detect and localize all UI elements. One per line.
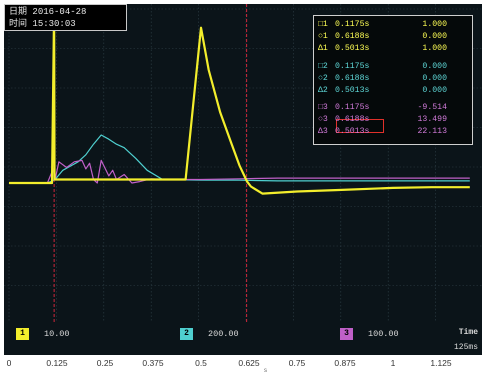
time-row: 时间 15:30:03 bbox=[9, 18, 122, 30]
cursor-symbol: ○2 bbox=[318, 74, 328, 83]
channel-2-scale: 200.00 bbox=[208, 329, 239, 339]
cursor-value: -9.514 bbox=[417, 103, 447, 112]
cursor-row: Δ2 0.5013s 0.000 bbox=[318, 86, 447, 96]
cursor-time: 0.1175s bbox=[335, 20, 370, 29]
waveform-series-3 bbox=[9, 159, 470, 184]
axis-tick-label: 0.25 bbox=[96, 358, 114, 368]
cursor-value: 0.000 bbox=[422, 74, 447, 83]
axis-tick-label: 0.875 bbox=[334, 358, 356, 368]
time-label: 时间 bbox=[9, 19, 28, 29]
cursor-value: 0.000 bbox=[422, 62, 447, 71]
cursor-time: 0.1175s bbox=[335, 103, 370, 112]
cursor-time: 0.1175s bbox=[335, 62, 370, 71]
channel-1-badge: 1 bbox=[16, 328, 29, 340]
axis-tick-label: 0.125 bbox=[46, 358, 68, 368]
cursor-row: Δ1 0.5013s 1.000 bbox=[318, 44, 447, 54]
waveform-plot bbox=[4, 4, 482, 322]
date-label: 日期 bbox=[9, 7, 28, 17]
channel-3-badge: 3 bbox=[340, 328, 353, 340]
cursor-symbol: ○1 bbox=[318, 32, 328, 41]
channel-1-scale: 10.00 bbox=[44, 329, 70, 339]
channel-3-scale: 100.00 bbox=[368, 329, 399, 339]
cursor-value: 13.499 bbox=[417, 115, 447, 124]
cursor-symbol: Δ2 bbox=[318, 86, 328, 95]
cursor-row: ○3 0.6188s 13.499 bbox=[318, 115, 447, 125]
axis-tick-label: 0.75 bbox=[288, 358, 306, 368]
cursor-time: 0.5013s bbox=[335, 127, 370, 136]
highlight-box bbox=[336, 119, 384, 133]
cursor-value: 0.000 bbox=[422, 32, 447, 41]
axis-tick-label: 0.375 bbox=[142, 358, 164, 368]
cursor-row: ○2 0.6188s 0.000 bbox=[318, 74, 447, 84]
cursor-symbol: □1 bbox=[318, 20, 328, 29]
date-time-box: 日期 2016-04-28 时间 15:30:03 bbox=[4, 4, 127, 31]
timebase-label: Time bbox=[458, 328, 478, 337]
cursor-measurement-panel: □1 0.1175s 1.000 ○1 0.6188s 0.000 Δ1 0.5013s 1.0… bbox=[313, 15, 473, 145]
cursor-symbol: □2 bbox=[318, 62, 328, 71]
cursor-time: 0.5013s bbox=[335, 44, 370, 53]
cursor-symbol: □3 bbox=[318, 103, 328, 112]
cursor-time: 0.6188s bbox=[335, 74, 370, 83]
oscilloscope-screen: 日期 2016-04-28 时间 15:30:03 □1 0.1175s 1.000… bbox=[4, 4, 482, 355]
cursor-symbol: Δ1 bbox=[318, 44, 328, 53]
cursor-value: 0.000 bbox=[422, 86, 447, 95]
axis-tick-label: 1.125 bbox=[430, 358, 452, 368]
date-row: 日期 2016-04-28 bbox=[9, 6, 122, 18]
waveform-series-2 bbox=[9, 134, 470, 184]
axis-tick-label: 0.625 bbox=[238, 358, 260, 368]
cursor-value: 1.000 bbox=[422, 20, 447, 29]
timebase-value: 125ms bbox=[453, 343, 478, 352]
cursor-value: 1.000 bbox=[422, 44, 447, 53]
channel-scale-bar: Time 125ms 1 10.00 2 200.00 3 100.00 bbox=[4, 322, 482, 355]
channel-2-badge: 2 bbox=[180, 328, 193, 340]
cursor-row: □2 0.1175s 0.000 bbox=[318, 62, 447, 72]
date-value: 2016-04-28 bbox=[32, 7, 87, 17]
axis-tick-label: 0 bbox=[6, 358, 12, 368]
cursor-time: 0.5013s bbox=[335, 86, 370, 95]
time-axis: s 0 0.125 0.25 0.375 0.5 0.625 0.75 0.875 1 1.125 bbox=[0, 356, 485, 376]
axis-tick-label: 1 bbox=[390, 358, 396, 368]
cursor-symbol: Δ3 bbox=[318, 127, 328, 136]
axis-tick-label: 0.5 bbox=[195, 358, 207, 368]
cursor-time: 0.6188s bbox=[335, 115, 370, 124]
cursor-symbol: ○3 bbox=[318, 115, 328, 124]
cursor-row: ○1 0.6188s 0.000 bbox=[318, 32, 447, 42]
time-value: 15:30:03 bbox=[32, 19, 76, 29]
cursor-time: 0.6188s bbox=[335, 32, 370, 41]
cursor-row: Δ3 0.5013s 22.113 bbox=[318, 127, 447, 137]
axis-unit: s bbox=[264, 368, 267, 374]
cursor-value: 22.113 bbox=[417, 127, 447, 136]
cursor-row: □3 0.1175s -9.514 bbox=[318, 103, 447, 113]
cursor-row: □1 0.1175s 1.000 bbox=[318, 20, 447, 30]
waveform-series-1 bbox=[9, 8, 470, 195]
